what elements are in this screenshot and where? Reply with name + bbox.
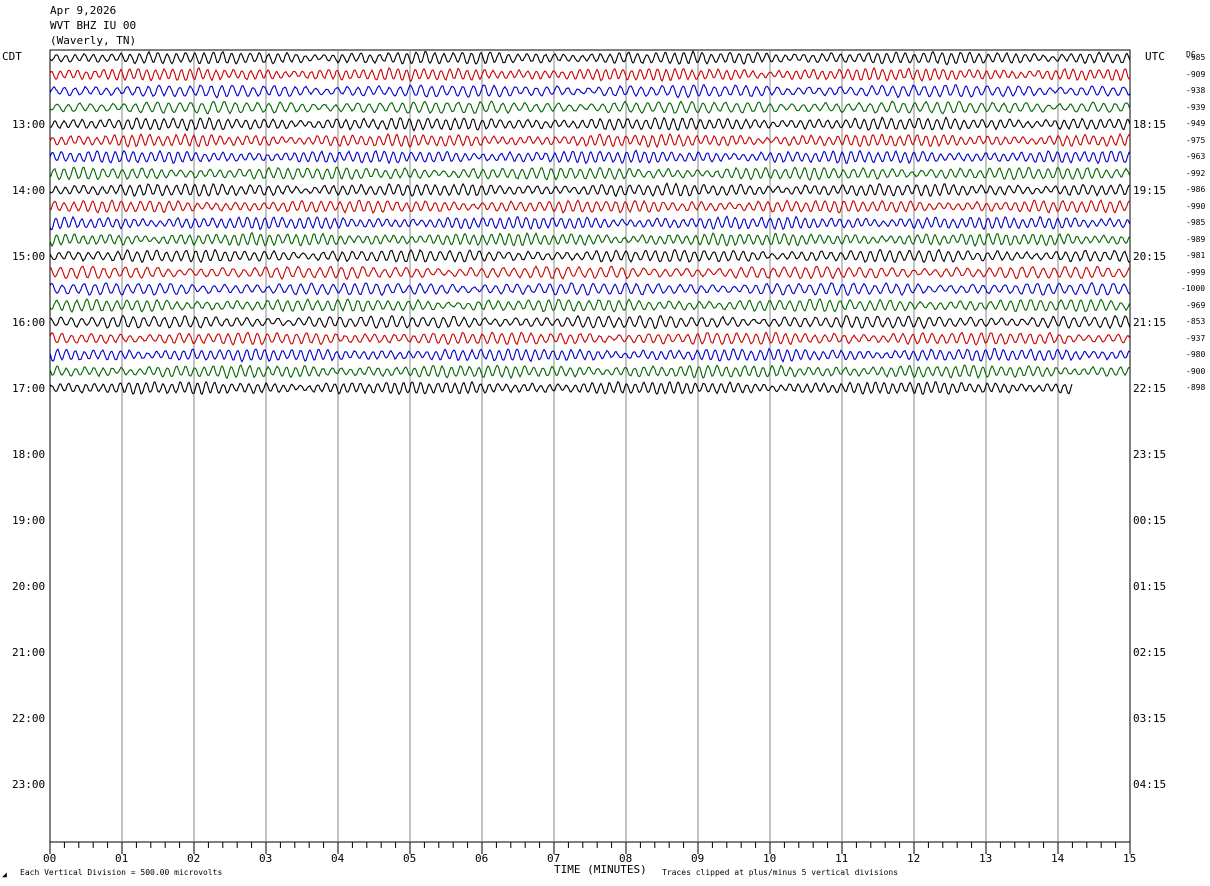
right-time-label: 19:15 (1133, 184, 1167, 197)
trace-line (49, 182, 1131, 198)
x-tick-label: 09 (691, 852, 705, 865)
x-tick-label: 05 (403, 852, 417, 865)
plot-frame (49, 49, 1131, 843)
x-axis-title: TIME (MINUTES) (554, 863, 647, 876)
x-tick-label: 07 (547, 852, 561, 865)
trace-line (49, 331, 1131, 346)
left-time-label: 23:00 (12, 778, 46, 791)
right-time-label: 22:15 (1133, 382, 1167, 395)
dc-offset-label: -898 (1186, 383, 1206, 392)
right-time-label: 18:15 (1133, 118, 1167, 131)
trace-line (49, 116, 1131, 132)
x-tick-label: 00 (43, 852, 57, 865)
dc-offset-label: -963 (1186, 152, 1206, 161)
trace-line (49, 248, 1131, 264)
header-location: (Waverly, TN) (50, 34, 137, 47)
right-time-label: 02:15 (1133, 646, 1167, 659)
x-tick-label: 06 (475, 852, 489, 865)
corner-mark: ◢ (2, 870, 7, 879)
left-time-label: 21:00 (12, 646, 46, 659)
trace-line (49, 282, 1131, 297)
left-time-label: 19:00 (12, 514, 46, 527)
dc-offset-label: -992 (1186, 168, 1206, 178)
trace-line (49, 199, 1131, 215)
x-tick-label: 08 (619, 852, 633, 865)
right-axis-label: UTC (1145, 50, 1165, 63)
dc-offset-label: -909 (1186, 69, 1206, 79)
left-time-label: 17:00 (12, 382, 46, 395)
x-tick-label: 14 (1051, 852, 1065, 865)
x-tick-label: 02 (187, 852, 201, 865)
dc-offset-label: -1000 (1181, 284, 1206, 293)
trace-line (49, 66, 1131, 83)
dc-offset-label: -938 (1186, 86, 1206, 95)
dc-offset-label: -981 (1186, 251, 1206, 260)
dc-offset-label: -999 (1186, 267, 1206, 277)
trace-line (49, 50, 1131, 66)
dc-offset-label: -989 (1186, 234, 1206, 244)
trace-line (49, 132, 1131, 149)
trace-line (49, 83, 1131, 99)
right-time-label: 21:15 (1133, 316, 1167, 329)
dc-offset-label: -900 (1186, 366, 1206, 376)
dc-offset-label: -949 (1186, 119, 1206, 128)
trace-line (49, 166, 1131, 181)
header-station: WVT BHZ IU 00 (50, 19, 137, 32)
x-tick-label: 11 (835, 852, 849, 865)
dc-offset-label: -990 (1186, 201, 1206, 211)
dc-offset-label: -985 (1186, 53, 1206, 62)
x-tick-label: 04 (331, 852, 345, 865)
dc-offset-label: -975 (1186, 135, 1206, 145)
trace-line (49, 314, 1131, 330)
right-time-label: 04:15 (1133, 778, 1167, 791)
left-time-label: 18:00 (12, 448, 46, 461)
trace-line (49, 347, 1131, 363)
dc-offset-label: -853 (1186, 317, 1206, 326)
trace-line (49, 149, 1131, 165)
left-axis-label: CDT (2, 50, 22, 63)
trace-line (49, 100, 1131, 115)
right-time-label: 01:15 (1133, 580, 1167, 593)
dc-offset-label: -937 (1186, 333, 1206, 343)
dc-offset-label: -939 (1186, 102, 1206, 112)
dc-offset-label: -980 (1186, 350, 1206, 359)
left-time-label: 14:00 (12, 184, 46, 197)
left-time-label: 22:00 (12, 712, 46, 725)
left-time-label: 13:00 (12, 118, 46, 131)
x-tick-label: 10 (763, 852, 777, 865)
right-time-label: 20:15 (1133, 250, 1167, 263)
x-tick-label: 03 (259, 852, 273, 865)
clip-note: Traces clipped at plus/minus 5 vertical … (662, 868, 899, 877)
dc-offset-label: -986 (1186, 185, 1206, 194)
x-tick-label: 13 (979, 852, 993, 865)
right-time-label: 03:15 (1133, 712, 1167, 725)
left-time-label: 20:00 (12, 580, 46, 593)
x-tick-label: 12 (907, 852, 921, 865)
dc-label: DC (1186, 50, 1196, 59)
trace-line (49, 215, 1131, 231)
trace-line (49, 380, 1073, 396)
left-time-label: 16:00 (12, 316, 46, 329)
trace-line (49, 298, 1131, 313)
trace-line (49, 265, 1131, 280)
dc-offset-label: -985 (1186, 218, 1206, 227)
trace-line (49, 364, 1131, 380)
right-time-label: 23:15 (1133, 448, 1167, 461)
scale-note: Each Vertical Division = 500.00 microvol… (20, 868, 223, 877)
left-time-label: 15:00 (12, 250, 46, 263)
x-tick-label: 01 (115, 852, 129, 865)
x-tick-label: 15 (1123, 852, 1137, 865)
trace-line (49, 231, 1131, 248)
header-date: Apr 9,2026 (50, 4, 117, 17)
right-time-label: 00:15 (1133, 514, 1167, 527)
dc-offset-label: -969 (1186, 300, 1206, 310)
